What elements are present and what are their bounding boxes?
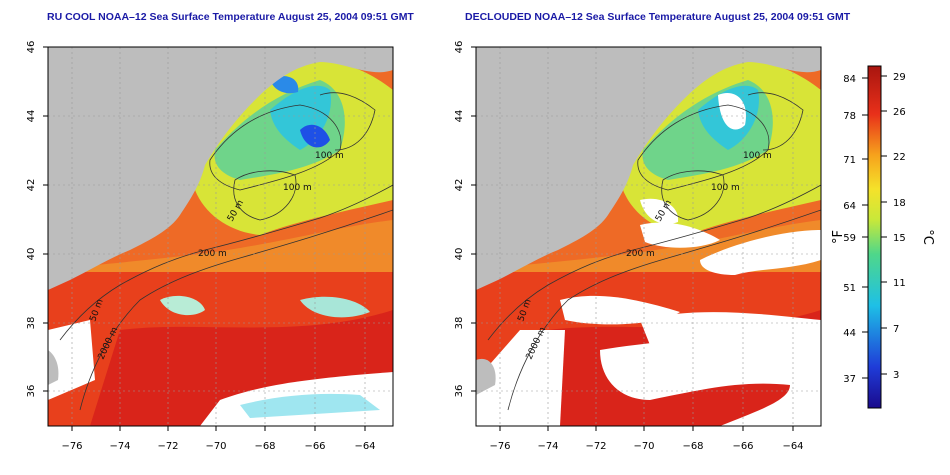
celsius-tick: 26 [893,107,906,118]
left-y-axis: 36 38 40 42 44 46 [26,41,37,398]
x-tick-label: −64 [782,441,803,452]
fahrenheit-tick: 71 [843,155,856,166]
y-tick-label: 44 [26,110,37,123]
right-map-frame [475,46,822,427]
colorbar-gradient [867,65,882,409]
right-y-axis: 36 38 40 42 44 46 [454,41,465,398]
fahrenheit-axis-label: °F [831,230,846,244]
y-tick-label: 42 [454,179,465,192]
fahrenheit-tick: 78 [843,111,856,122]
right-cloud-south [600,337,821,426]
x-tick-label: −72 [157,441,178,452]
right-panel-title: DECLOUDED NOAA–12 Sea Surface Temperatur… [465,11,851,23]
celsius-axis-label: °C [920,229,935,245]
depth-label: 100 m [283,183,312,193]
fahrenheit-tick: 37 [843,374,856,385]
x-tick-label: −76 [489,441,510,452]
celsius-tick: 3 [893,370,899,381]
y-tick-label: 38 [26,317,37,330]
celsius-tick: 22 [893,152,906,163]
depth-label: 100 m [315,151,344,161]
left-panel-title: RU COOL NOAA–12 Sea Surface Temperature … [47,11,414,23]
right-contour-200m [487,184,821,341]
right-grid [476,47,821,426]
y-tick-label: 36 [26,385,37,398]
y-tick-label: 38 [454,317,465,330]
celsius-tick: 15 [893,233,906,244]
y-tick-label: 42 [26,179,37,192]
left-contour-200m [59,184,393,341]
celsius-tick: 18 [893,198,906,209]
x-tick-label: −76 [61,441,82,452]
y-tick-label: 46 [26,41,37,54]
y-tick-label: 44 [454,110,465,123]
fahrenheit-tick: 59 [843,233,856,244]
y-tick-label: 36 [454,385,465,398]
fahrenheit-tick: 64 [843,201,856,212]
y-tick-label: 40 [26,248,37,261]
left-cold-patch [300,124,330,148]
x-tick-label: −70 [633,441,654,452]
left-grid [48,47,393,426]
x-tick-label: −70 [205,441,226,452]
right-land [476,47,821,290]
colorbar-celsius-ticks: 29 26 22 18 15 11 7 3 [893,72,906,381]
celsius-tick: 11 [893,278,906,289]
colorbar: 84 78 71 64 59 51 44 37 29 26 22 18 15 1… [831,65,935,409]
fahrenheit-tick: 51 [843,283,856,294]
left-x-axis: −76 −74 −72 −70 −68 −66 −64 [61,441,375,452]
y-tick-label: 46 [454,41,465,54]
depth-label: 200 m [198,249,227,259]
x-tick-label: −68 [682,441,703,452]
celsius-tick: 29 [893,72,906,83]
fahrenheit-tick: 44 [843,328,856,339]
y-tick-label: 40 [454,248,465,261]
x-tick-label: −72 [585,441,606,452]
left-map-panel: 100 m 100 m 50 m 200 m 50 m 2000 m −76 −… [26,41,394,452]
x-tick-label: −74 [109,441,130,452]
right-x-axis: −76 −74 −72 −70 −68 −66 −64 [489,441,803,452]
depth-label: 200 m [626,249,655,259]
colorbar-fahrenheit-ticks: 84 78 71 64 59 51 44 37 [843,74,856,385]
left-map-frame [47,46,394,427]
depth-label: 100 m [711,183,740,193]
fahrenheit-tick: 84 [843,74,856,85]
right-map-panel: 100 m 100 m 50 m 200 m 50 m 2000 m −76 −… [454,41,822,452]
depth-label: 100 m [743,151,772,161]
x-tick-label: −64 [354,441,375,452]
right-cloud-mask [700,230,821,275]
x-tick-label: −68 [254,441,275,452]
celsius-tick: 7 [893,324,899,335]
x-tick-label: −74 [537,441,558,452]
x-tick-label: −66 [732,441,753,452]
left-land [48,47,393,290]
x-tick-label: −66 [304,441,325,452]
